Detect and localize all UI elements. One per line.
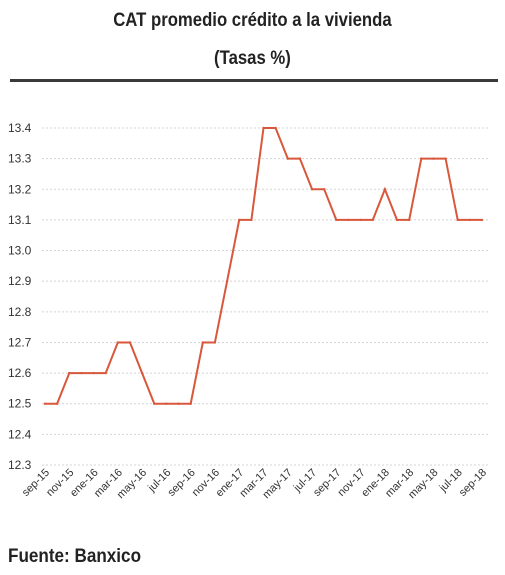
data-point (286, 157, 289, 160)
data-point (213, 341, 217, 344)
data-point (274, 126, 277, 130)
data-point (43, 402, 47, 405)
y-tick-label: 12.7 (8, 335, 32, 349)
data-point (444, 157, 447, 160)
data-point (432, 157, 435, 160)
data-point (468, 218, 472, 222)
data-point (140, 371, 144, 375)
data-point (407, 218, 411, 222)
data-point (383, 188, 387, 191)
data-point (153, 402, 156, 405)
grid-lines (42, 127, 488, 466)
data-point (480, 218, 484, 222)
data-point (262, 126, 265, 130)
data-point (165, 402, 168, 405)
data-point (55, 402, 59, 405)
y-tick-label: 13.2 (8, 182, 32, 196)
y-tick-label: 12.8 (8, 305, 32, 319)
data-point (238, 218, 241, 222)
data-point (201, 341, 205, 344)
data-point (322, 188, 326, 191)
data-point (116, 341, 120, 344)
data-point (359, 218, 362, 222)
y-tick-label: 13.4 (8, 121, 32, 135)
y-tick-label: 12.9 (8, 274, 32, 288)
y-axis: 12.3 12.4 12.5 12.6 12.7 12.8 12.9 13.0 13.1 13.2… (8, 121, 32, 472)
data-point (128, 341, 132, 344)
chart-subtitle: (Tasas %) (214, 48, 291, 69)
data-point (347, 218, 350, 222)
y-tick-label: 12.6 (8, 366, 32, 380)
data-point (456, 218, 459, 222)
title-divider (10, 79, 498, 82)
data-point (68, 371, 71, 375)
data-point (298, 157, 302, 160)
y-tick-label: 13.1 (8, 213, 32, 227)
data-point (225, 279, 229, 283)
data-point (177, 402, 180, 405)
plot-area (43, 126, 484, 405)
data-point (335, 218, 338, 222)
data-point (395, 218, 399, 222)
x-tick-label: sep-18 (457, 467, 489, 499)
y-tick-label: 12.4 (8, 427, 32, 441)
data-point (80, 371, 83, 375)
y-tick-label: 12.5 (8, 397, 32, 411)
chart-title: CAT promedio crédito a la vivienda (113, 10, 392, 31)
x-axis: sep-15nov-15ene-16mar-16may-16jul-16sep-… (20, 467, 489, 501)
data-point (92, 371, 95, 375)
data-point (371, 218, 374, 222)
data-point (189, 402, 192, 405)
series-line (45, 127, 482, 405)
data-point (104, 371, 107, 375)
source-note: Fuente: Banxico (8, 546, 142, 567)
data-point (420, 157, 423, 160)
data-point (250, 218, 253, 222)
y-tick-label: 13.3 (8, 152, 32, 166)
data-point (310, 188, 314, 191)
y-tick-label: 12.3 (8, 458, 32, 472)
y-tick-label: 13.0 (8, 244, 32, 258)
